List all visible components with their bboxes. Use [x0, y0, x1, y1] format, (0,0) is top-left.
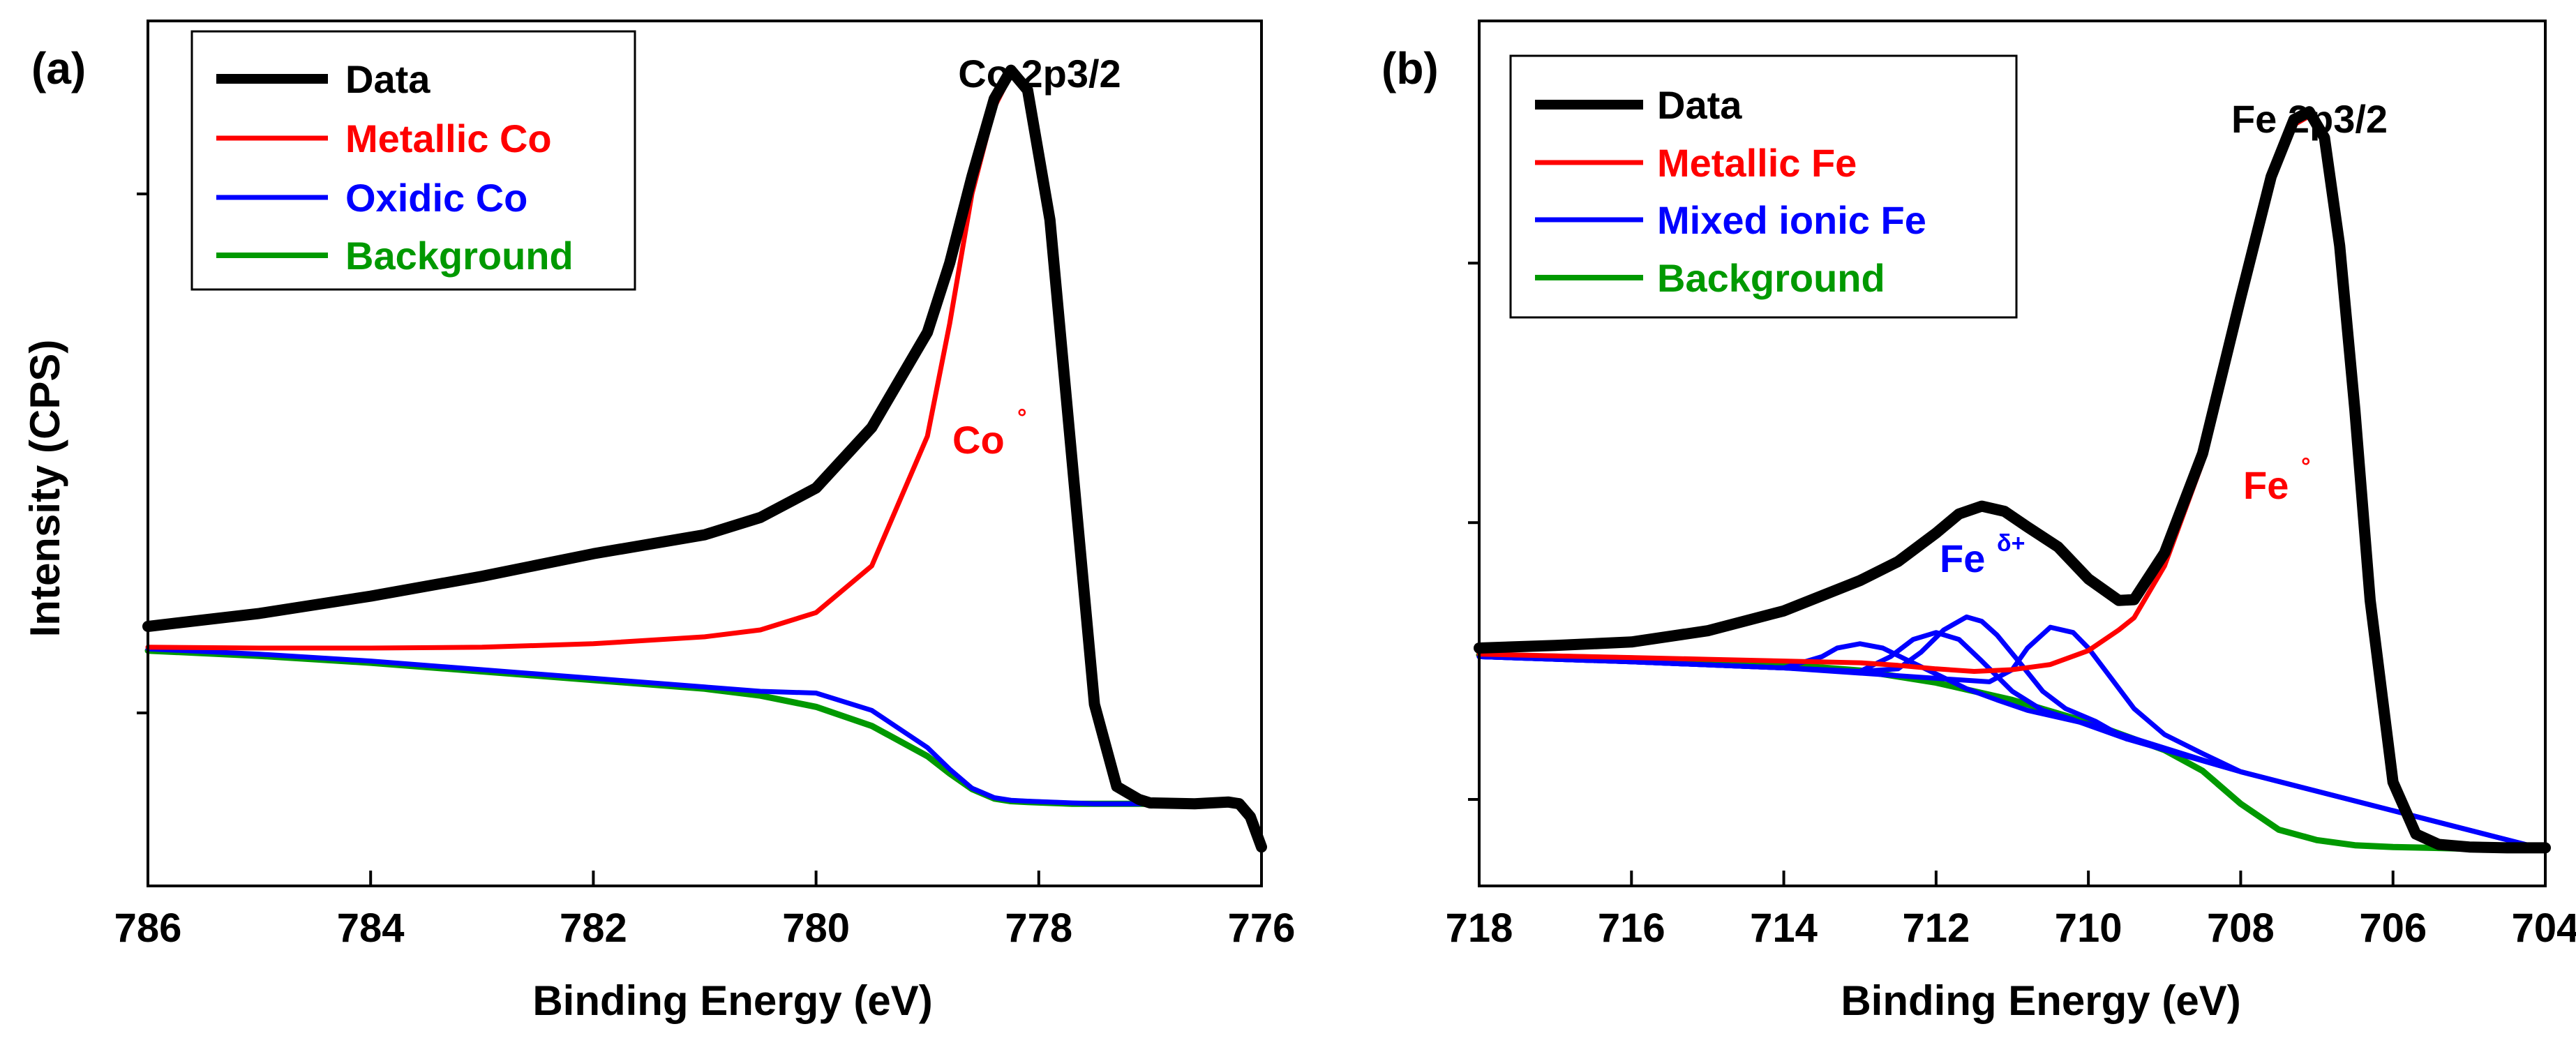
panel-a: (a) Intensity (CPS) Binding Energy (eV) …	[22, 20, 1296, 1024]
x-tick-label: 776	[1228, 905, 1296, 951]
legend-label-oxidic: Oxidic Co	[345, 176, 527, 220]
x-axis-title-b: Binding Energy (eV)	[1841, 977, 2240, 1024]
legend-a: Data Metallic Co Oxidic Co Background	[190, 30, 636, 291]
peak-title-a: Co 2p3/2	[958, 52, 1121, 96]
axes-frame-a	[147, 20, 1263, 887]
legend-label-metallic: Metallic Co	[345, 116, 552, 160]
annotation-co-metallic: Co °	[952, 405, 1027, 462]
legend-label-data: Data	[345, 57, 430, 101]
legend-label-background: Background	[1657, 256, 1885, 300]
x-tick-label: 778	[1005, 905, 1072, 951]
x-ticks-b: 718 716 714 712 710 708 706 704	[1446, 262, 2576, 951]
x-tick-label: 704	[2512, 905, 2576, 951]
panel-a-label: (a)	[31, 43, 86, 93]
axes-frame-b	[1478, 20, 2547, 887]
annotation-fe-ionic-sup: δ+	[1997, 530, 2025, 557]
plot-area-b	[1474, 106, 2551, 854]
x-ticks-a: 786 784 782 780 778 776	[114, 193, 1296, 951]
x-tick-label: 706	[2359, 905, 2427, 951]
x-tick-label: 784	[337, 905, 405, 951]
x-tick-label: 710	[2055, 905, 2122, 951]
plot-area-a	[142, 64, 1267, 853]
series-data-line	[1474, 106, 2551, 854]
legend-b: Data Metallic Fe Mixed ionic Fe Backgrou…	[1509, 54, 2018, 319]
x-tick-label: 708	[2207, 905, 2275, 951]
series-mixed-ionic-fe-4-line	[1476, 624, 2548, 852]
legend-label-metallic: Metallic Fe	[1657, 141, 1857, 185]
legend-label-mixed-ionic: Mixed ionic Fe	[1657, 198, 1926, 242]
annotation-fe-metallic-text: Fe	[2243, 463, 2289, 507]
legend-label-background: Background	[345, 234, 574, 278]
legend-box-b	[1509, 54, 2018, 319]
x-tick-label: 782	[560, 905, 627, 951]
x-tick-label: 718	[1446, 905, 1513, 951]
x-tick-label: 786	[114, 905, 182, 951]
panel-b: (b) Binding Energy (eV) Fe 2p3/2 718 716 7…	[1381, 20, 2576, 1024]
x-tick-label: 780	[782, 905, 850, 951]
annotation-co-text: Co	[952, 418, 1005, 462]
annotation-co-sup: °	[1017, 405, 1027, 431]
panel-b-label: (b)	[1381, 43, 1439, 93]
annotation-fe-metallic-sup: °	[2301, 453, 2311, 480]
annotation-fe-metallic: Fe °	[2243, 453, 2311, 507]
annotation-fe-ionic-text: Fe	[1940, 536, 1985, 580]
annotation-fe-ionic: Fe δ+	[1940, 530, 2025, 580]
x-tick-label: 712	[1902, 905, 1970, 951]
x-tick-label: 714	[1750, 905, 1818, 951]
x-axis-title-a: Binding Energy (eV)	[532, 977, 932, 1024]
y-axis-title: Intensity (CPS)	[22, 340, 68, 638]
legend-label-data: Data	[1657, 83, 1742, 127]
x-tick-label: 716	[1598, 905, 1665, 951]
series-data-line	[142, 64, 1267, 853]
